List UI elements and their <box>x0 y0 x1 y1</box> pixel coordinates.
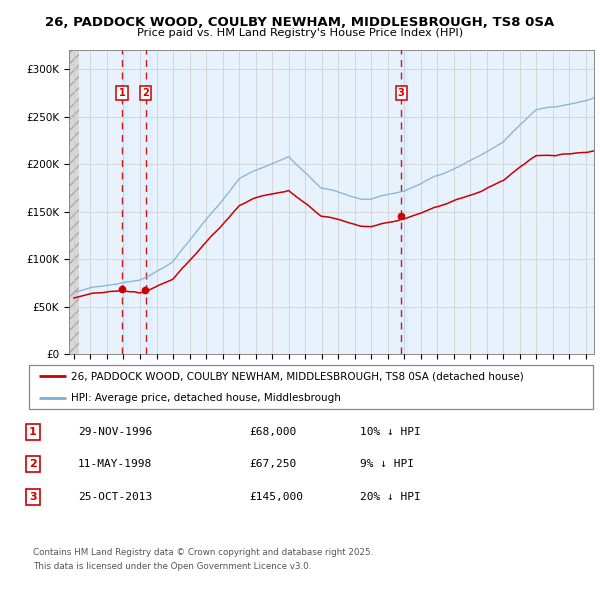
Text: 25-OCT-2013: 25-OCT-2013 <box>78 492 152 502</box>
Text: 3: 3 <box>398 88 404 98</box>
Text: 11-MAY-1998: 11-MAY-1998 <box>78 460 152 469</box>
Text: 26, PADDOCK WOOD, COULBY NEWHAM, MIDDLESBROUGH, TS8 0SA: 26, PADDOCK WOOD, COULBY NEWHAM, MIDDLES… <box>46 16 554 29</box>
Text: Price paid vs. HM Land Registry's House Price Index (HPI): Price paid vs. HM Land Registry's House … <box>137 28 463 38</box>
Text: 2: 2 <box>29 460 37 469</box>
Text: 1: 1 <box>119 88 125 98</box>
Text: 9% ↓ HPI: 9% ↓ HPI <box>360 460 414 469</box>
Text: 10% ↓ HPI: 10% ↓ HPI <box>360 427 421 437</box>
Text: HPI: Average price, detached house, Middlesbrough: HPI: Average price, detached house, Midd… <box>71 392 341 402</box>
Text: £145,000: £145,000 <box>249 492 303 502</box>
Text: £67,250: £67,250 <box>249 460 296 469</box>
Text: Contains HM Land Registry data © Crown copyright and database right 2025.: Contains HM Land Registry data © Crown c… <box>33 548 373 557</box>
Text: £68,000: £68,000 <box>249 427 296 437</box>
Text: 2: 2 <box>143 88 149 98</box>
Text: 26, PADDOCK WOOD, COULBY NEWHAM, MIDDLESBROUGH, TS8 0SA (detached house): 26, PADDOCK WOOD, COULBY NEWHAM, MIDDLES… <box>71 372 524 382</box>
Text: This data is licensed under the Open Government Licence v3.0.: This data is licensed under the Open Gov… <box>33 562 311 571</box>
Bar <box>121 50 130 354</box>
Text: 29-NOV-1996: 29-NOV-1996 <box>78 427 152 437</box>
Text: 20% ↓ HPI: 20% ↓ HPI <box>360 492 421 502</box>
Text: 1: 1 <box>29 427 37 437</box>
Bar <box>69 50 79 354</box>
FancyBboxPatch shape <box>29 365 593 409</box>
Bar <box>400 50 409 354</box>
Text: 3: 3 <box>29 492 37 502</box>
Bar <box>145 50 154 354</box>
